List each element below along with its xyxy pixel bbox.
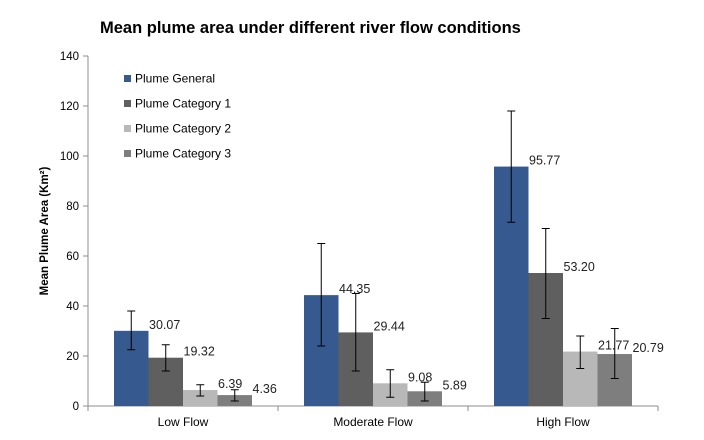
data-label: 9.08 bbox=[408, 370, 432, 384]
legend-swatch bbox=[124, 75, 131, 82]
legend-swatch bbox=[124, 125, 131, 132]
data-label: 53.20 bbox=[564, 260, 595, 274]
x-category-label: Low Flow bbox=[158, 415, 209, 429]
legend-swatch bbox=[124, 150, 131, 157]
data-label: 44.35 bbox=[339, 282, 370, 296]
y-tick-label: 100 bbox=[60, 151, 79, 163]
y-tick-label: 120 bbox=[60, 101, 79, 113]
legend-entry: Plume Category 2 bbox=[135, 122, 231, 136]
y-tick-label: 140 bbox=[60, 51, 79, 63]
data-label: 95.77 bbox=[529, 154, 560, 168]
legend-entry: Plume Category 1 bbox=[135, 97, 231, 111]
data-label: 20.79 bbox=[633, 341, 664, 355]
legend-entry: Plume General bbox=[135, 72, 215, 86]
y-tick-label: 40 bbox=[66, 301, 79, 313]
data-label: 5.89 bbox=[443, 378, 467, 392]
data-label: 21.77 bbox=[598, 339, 629, 353]
chart-title: Mean plume area under different river fl… bbox=[100, 19, 521, 37]
data-label: 6.39 bbox=[218, 377, 242, 391]
data-label: 30.07 bbox=[149, 318, 180, 332]
x-category-label: Moderate Flow bbox=[333, 415, 413, 429]
y-tick-label: 20 bbox=[66, 351, 79, 363]
data-label: 4.36 bbox=[253, 382, 277, 396]
data-label: 29.44 bbox=[374, 319, 405, 333]
legend-swatch bbox=[124, 100, 131, 107]
data-label: 19.32 bbox=[184, 345, 215, 359]
bar bbox=[183, 390, 218, 406]
y-tick-label: 60 bbox=[66, 251, 79, 263]
x-category-label: High Flow bbox=[536, 415, 590, 429]
y-axis-label: Mean Plume Area (Km²) bbox=[39, 167, 51, 296]
legend: Plume General Plume Category 1 Plume Categ… bbox=[124, 72, 231, 161]
y-tick-label: 80 bbox=[66, 201, 79, 213]
legend-entry: Plume Category 3 bbox=[135, 147, 231, 161]
y-tick-label: 0 bbox=[73, 401, 79, 413]
bars: 30.07 44.35 95.77 19.32 29.44 53.20 6.39 9.08 21… bbox=[114, 110, 664, 406]
